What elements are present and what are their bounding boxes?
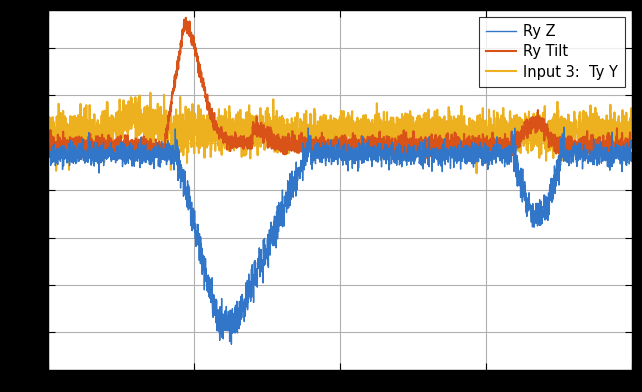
Ry Tilt: [268, 136, 276, 141]
Ry Tilt: [44, 145, 52, 149]
Ry Z: [629, 153, 636, 158]
Input 3:  Ty Y: (1.15e+03, 0.262): Ty Y: (1.15e+03, 0.262): [268, 128, 276, 132]
Ry Z: [268, 239, 276, 243]
Ry Tilt: [554, 142, 562, 146]
Input 3:  Ty Y: (2.62e+03, 0.686): Ty Y: (2.62e+03, 0.686): [554, 108, 562, 113]
Input 3:  Ty Y: (0, -0.0189): Ty Y: (0, -0.0189): [44, 141, 52, 146]
Line: Input 3:  Ty Y: Input 3: Ty Y: [48, 93, 632, 173]
Ry Tilt: [182, 15, 189, 20]
Input 3:  Ty Y: (342, 0.276): Ty Y: (342, 0.276): [111, 127, 119, 132]
Input 3:  Ty Y: (3e+03, 0.578): Ty Y: (3e+03, 0.578): [629, 113, 636, 118]
Input 3:  Ty Y: (1.28e+03, 0.0541): Ty Y: (1.28e+03, 0.0541): [294, 138, 302, 142]
Ry Z: [560, 125, 568, 129]
Ry Z: [554, 169, 562, 174]
Ry Z: [146, 162, 153, 166]
Ry Z: [111, 151, 119, 156]
Ry Tilt: [111, 140, 119, 145]
Input 3:  Ty Y: (2.2e+03, -0.643): Ty Y: (2.2e+03, -0.643): [473, 171, 480, 176]
Ry Z: [294, 178, 302, 183]
Legend: Ry Z, Ry Tilt, Input 3:  Ty Y: Ry Z, Ry Tilt, Input 3: Ty Y: [479, 17, 625, 87]
Line: Ry Z: Ry Z: [48, 127, 632, 344]
Input 3:  Ty Y: (520, 0.246): Ty Y: (520, 0.246): [146, 129, 153, 133]
Ry Z: [617, 149, 625, 153]
Ry Tilt: [294, 145, 302, 150]
Line: Ry Tilt: Ry Tilt: [48, 18, 632, 160]
Input 3:  Ty Y: (2.94e+03, 0.199): Ty Y: (2.94e+03, 0.199): [617, 131, 625, 136]
Ry Z: [44, 149, 52, 154]
Ry Tilt: [617, 146, 625, 151]
Ry Tilt: [629, 139, 636, 143]
Ry Tilt: [146, 142, 153, 147]
Ry Tilt: [156, 157, 164, 162]
Input 3:  Ty Y: (525, 1.05): Ty Y: (525, 1.05): [146, 91, 154, 95]
Ry Z: [227, 342, 235, 347]
